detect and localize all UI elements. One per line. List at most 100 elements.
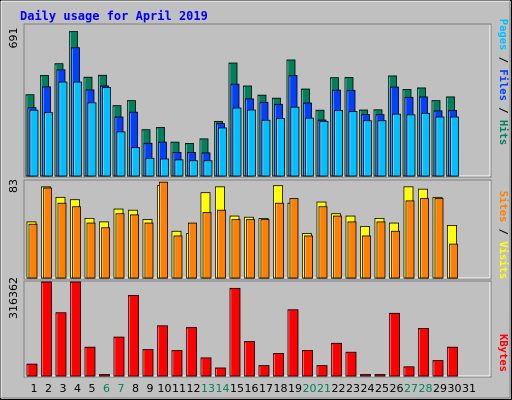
bar-kbytes-day-13 [200, 357, 212, 377]
bar-kbytes-day-28 [418, 328, 429, 377]
bar-sites-day-30 [449, 243, 458, 279]
x-tick-day-3: 3 [60, 382, 67, 395]
legend-sites: Sites [497, 191, 509, 223]
bar-sites-day-8 [130, 214, 139, 279]
bar-pages-day-19 [290, 106, 300, 177]
bar-kbytes-day-14 [215, 367, 226, 377]
bar-pages-day-15 [232, 107, 242, 177]
bar-kbytes-day-9 [142, 349, 154, 377]
bar-pages-day-16 [247, 109, 256, 177]
bar-sites-day-9 [144, 222, 154, 279]
x-tick-day-18: 18 [274, 382, 288, 395]
bar-kbytes-day-5 [84, 346, 96, 377]
bar-kbytes-day-25 [374, 374, 386, 377]
bar-sites-day-23 [347, 221, 357, 279]
bar-sites-day-28 [420, 198, 429, 279]
ymax-label-visits-sites: 83 [7, 179, 20, 193]
bar-kbytes-day-2 [41, 281, 52, 377]
bar-sites-day-25 [376, 221, 386, 279]
bar-kbytes-day-10 [157, 325, 168, 377]
bar-sites-day-11 [173, 235, 183, 279]
bar-sites-day-13 [202, 212, 212, 279]
bar-pages-day-4 [73, 81, 82, 177]
x-tick-day-29: 29 [433, 382, 447, 395]
x-tick-day-4: 4 [74, 382, 81, 395]
bar-kbytes-day-20 [302, 350, 313, 377]
bar-pages-day-24 [363, 120, 372, 177]
bar-pages-day-30 [450, 116, 459, 177]
bar-kbytes-day-12 [186, 327, 197, 377]
x-tick-day-11: 11 [172, 382, 186, 395]
bar-sites-day-15 [231, 219, 241, 279]
bar-sites-day-14 [217, 209, 226, 279]
x-tick-day-20: 20 [303, 382, 317, 395]
x-tick-day-16: 16 [245, 382, 259, 395]
bar-sites-day-3 [57, 202, 67, 279]
x-tick-day-25: 25 [375, 382, 389, 395]
x-tick-day-12: 12 [187, 382, 201, 395]
bar-sites-day-7 [115, 213, 125, 279]
bar-sites-day-26 [391, 230, 400, 279]
legend-files: Files [497, 69, 509, 101]
x-tick-day-8: 8 [132, 382, 139, 395]
legend-panel-2: Sites / Visits [497, 191, 509, 280]
bar-pages-day-22 [334, 110, 343, 177]
bar-sites-day-27 [405, 200, 415, 279]
x-tick-day-30: 30 [448, 382, 462, 395]
bar-pages-day-7 [116, 131, 126, 177]
bar-sites-day-4 [72, 206, 81, 279]
bar-sites-day-12 [188, 222, 197, 279]
x-tick-day-9: 9 [147, 382, 154, 395]
legend-kbytes: KBytes [497, 334, 509, 372]
bar-kbytes-day-4 [70, 281, 81, 377]
legend-pages: Pages [497, 19, 509, 51]
bar-kbytes-day-8 [128, 295, 139, 377]
bar-pages-day-1 [29, 109, 39, 177]
bar-kbytes-day-23 [345, 351, 357, 377]
bar-kbytes-day-30 [447, 346, 458, 377]
bar-sites-day-17 [260, 219, 270, 279]
bar-kbytes-day-27 [403, 366, 415, 377]
bar-pages-day-10 [160, 158, 169, 177]
bar-pages-day-2 [44, 112, 53, 177]
bar-sites-day-16 [246, 219, 255, 279]
bar-kbytes-day-19 [287, 309, 299, 377]
legend-hits: Hits [497, 120, 509, 145]
x-tick-day-24: 24 [361, 382, 375, 395]
x-tick-day-5: 5 [89, 382, 96, 395]
bar-sites-day-1 [28, 223, 38, 279]
bar-kbytes-day-16 [244, 341, 255, 377]
bar-pages-day-11 [174, 159, 184, 177]
legend-visits: Visits [497, 241, 509, 279]
bar-kbytes-day-17 [258, 365, 270, 377]
bar-pages-day-13 [203, 160, 213, 177]
x-tick-day-28: 28 [419, 382, 433, 395]
bar-kbytes-day-21 [316, 365, 328, 377]
bar-sites-day-21 [318, 206, 328, 279]
bar-pages-day-29 [435, 116, 445, 177]
x-tick-day-31: 31 [462, 382, 476, 395]
bar-pages-day-27 [406, 114, 416, 177]
bar-kbytes-day-15 [229, 287, 241, 377]
bar-sites-day-6 [101, 227, 110, 279]
bar-pages-day-9 [145, 157, 155, 177]
bar-pages-day-8 [131, 147, 140, 177]
bar-sites-day-19 [289, 198, 299, 279]
bar-kbytes-day-1 [26, 363, 38, 377]
x-tick-day-22: 22 [332, 382, 346, 395]
x-tick-day-15: 15 [230, 382, 244, 395]
bar-sites-day-5 [86, 222, 96, 279]
chart-title: Daily usage for April 2019 [20, 9, 208, 23]
bar-pages-day-21 [319, 120, 329, 177]
bar-pages-day-12 [189, 160, 198, 177]
bar-pages-day-28 [421, 112, 430, 177]
x-tick-day-7: 7 [118, 382, 125, 395]
bar-pages-day-6 [102, 87, 111, 177]
bar-kbytes-day-7 [113, 336, 125, 377]
bar-sites-day-10 [159, 181, 168, 279]
bar-pages-day-26 [392, 113, 401, 177]
x-tick-day-2: 2 [45, 382, 52, 395]
ymax-label-hits-files-pages: 691 [7, 28, 20, 49]
bar-pages-day-5 [87, 102, 97, 177]
